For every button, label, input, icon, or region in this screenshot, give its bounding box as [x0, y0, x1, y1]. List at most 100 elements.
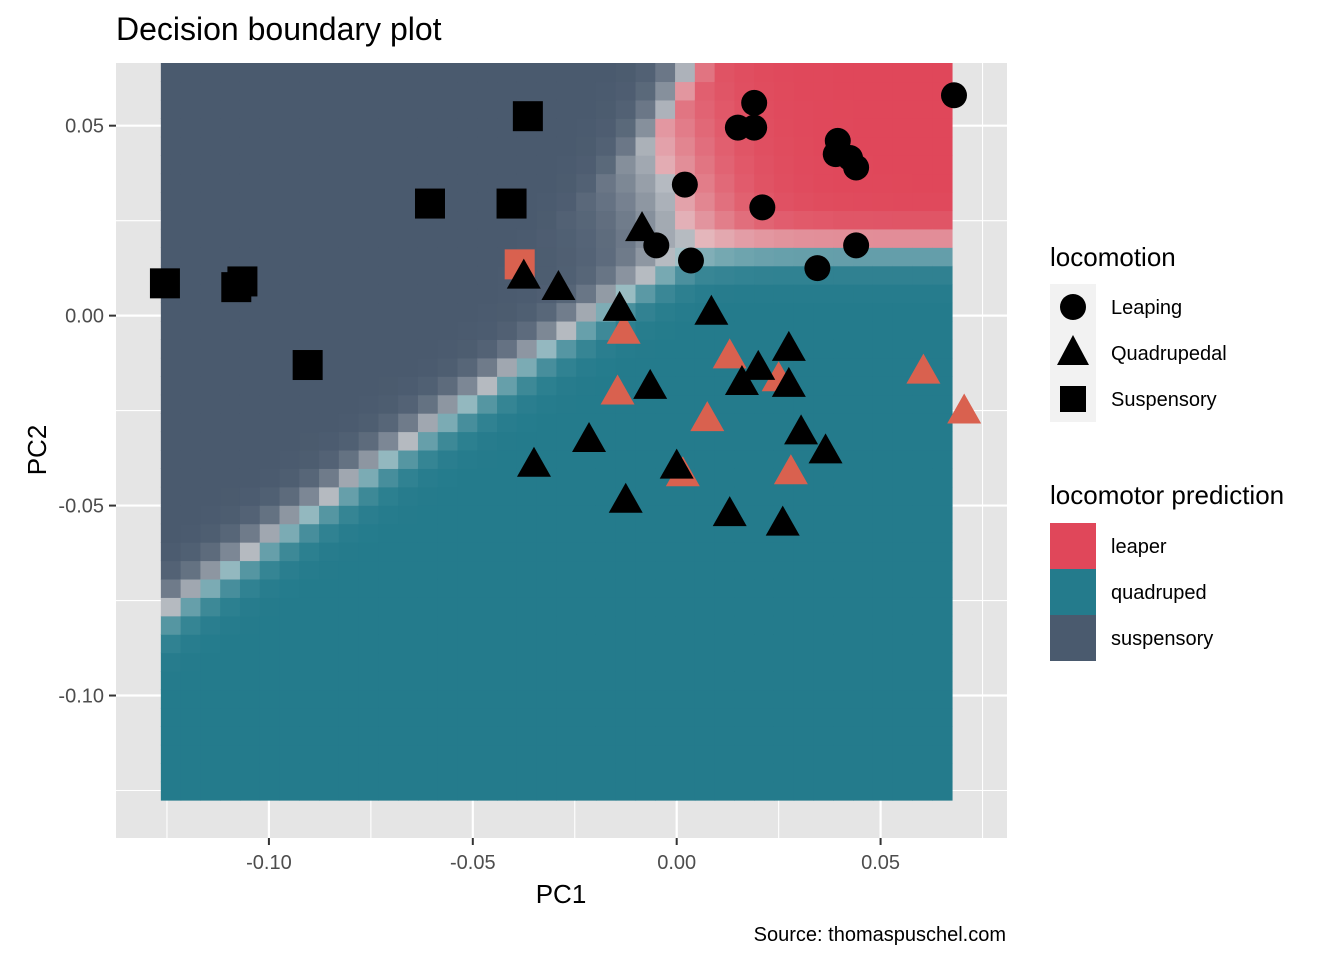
region-tile [872, 468, 894, 488]
region-tile [912, 707, 933, 727]
region-tile [635, 468, 656, 488]
region-tile [299, 597, 320, 617]
region-tile [576, 136, 597, 156]
region-tile [833, 763, 854, 783]
region-tile [892, 191, 913, 212]
region-tile [220, 155, 241, 175]
region-tile [536, 173, 558, 193]
region-tile [556, 634, 577, 654]
region-tile [595, 155, 617, 175]
region-tile [714, 394, 735, 414]
region-tile [694, 615, 716, 635]
region-tile [180, 394, 202, 414]
region-tile [497, 228, 518, 248]
region-tile [319, 560, 340, 580]
region-tile [200, 560, 221, 580]
region-tile [398, 284, 419, 304]
region-tile [239, 191, 261, 212]
region-tile [694, 726, 716, 746]
region-tile [773, 763, 795, 783]
point-triangle [773, 454, 808, 485]
region-tile [457, 523, 478, 543]
region-tile [398, 578, 419, 598]
region-tile [338, 265, 360, 285]
region-tile [477, 247, 498, 267]
region-tile [833, 394, 854, 414]
region-tile [536, 597, 558, 617]
region-tile [200, 118, 221, 138]
region-tile [497, 542, 518, 562]
region-tile [497, 597, 518, 617]
region-tile [259, 578, 281, 598]
region-tile [773, 542, 795, 562]
region-tile [516, 671, 538, 691]
region-tile [556, 781, 577, 801]
region-tile [595, 781, 617, 801]
region-tile [655, 173, 676, 193]
region-tile [773, 247, 795, 267]
region-tile [932, 560, 953, 580]
region-tile [932, 505, 953, 525]
region-tile [536, 376, 558, 396]
region-tile [773, 173, 795, 193]
region-tile [694, 468, 716, 488]
region-tile [536, 689, 558, 709]
region-tile [773, 597, 795, 617]
region-tile [319, 228, 340, 248]
region-tile [734, 763, 755, 783]
region-tile [536, 560, 558, 580]
region-tile [675, 781, 696, 801]
region-tile [675, 357, 696, 377]
region-tile [338, 99, 360, 119]
region-tile [160, 191, 182, 212]
region-tile [180, 634, 202, 654]
region-tile [319, 707, 340, 727]
region-tile [160, 394, 182, 414]
region-tile [338, 413, 360, 433]
region-tile [457, 468, 478, 488]
region-tile [536, 634, 558, 654]
region-tile [813, 597, 834, 617]
region-tile [299, 486, 320, 506]
region-tile [338, 597, 360, 617]
region-tile [457, 689, 478, 709]
region-tile [200, 652, 221, 672]
region-tile [833, 173, 854, 193]
region-tile [734, 302, 755, 322]
region-tile [793, 560, 815, 580]
region-tile [793, 210, 815, 230]
region-tile [694, 173, 716, 193]
region-tile [675, 763, 696, 783]
region-tile [516, 726, 538, 746]
region-tile [358, 431, 380, 451]
region-tile [259, 265, 281, 285]
region-tile [299, 173, 320, 193]
region-tile [457, 486, 478, 506]
region-tile [675, 744, 696, 764]
region-tile [299, 449, 320, 469]
region-tile [180, 173, 202, 193]
region-tile [180, 228, 202, 248]
region-tile [536, 615, 558, 635]
region-tile [220, 781, 241, 801]
region-tile [813, 173, 834, 193]
region-tile [734, 634, 755, 654]
region-tile [536, 210, 558, 230]
region-tile [872, 339, 894, 359]
region-tile [279, 136, 300, 156]
region-tile [714, 744, 735, 764]
point-circle [940, 82, 967, 109]
region-tile [714, 634, 735, 654]
region-tile [279, 118, 300, 138]
region-tile [319, 357, 340, 377]
region-tile [220, 63, 241, 83]
region-tile [239, 376, 261, 396]
region-tile [694, 265, 716, 285]
region-tile [754, 413, 775, 433]
region-tile [635, 597, 656, 617]
region-tile [417, 486, 439, 506]
region-tile [675, 652, 696, 672]
region-tile [477, 228, 498, 248]
region-tile [694, 505, 716, 525]
region-tile [437, 99, 459, 119]
